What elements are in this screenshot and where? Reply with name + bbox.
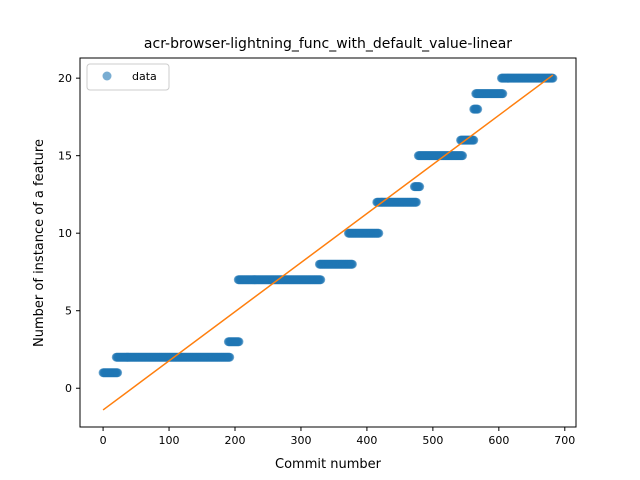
y-tick-label: 20 (58, 72, 72, 85)
x-tick-label: 700 (554, 434, 575, 447)
data-point (415, 182, 425, 192)
data-point (498, 89, 508, 99)
x-tick-label: 600 (488, 434, 509, 447)
x-axis-label: Commit number (275, 457, 382, 472)
y-tick-label: 10 (58, 227, 72, 240)
data-point (411, 197, 421, 207)
y-tick-label: 0 (65, 382, 72, 395)
legend-label-data: data (132, 70, 157, 83)
data-point (234, 337, 244, 347)
x-tick-label: 300 (290, 434, 311, 447)
data-point (316, 275, 326, 285)
data-point (374, 228, 384, 238)
legend-box (86, 63, 170, 91)
x-tick-label: 0 (100, 434, 107, 447)
data-point (347, 259, 357, 269)
data-point (469, 135, 479, 145)
x-tick-label: 500 (422, 434, 443, 447)
x-tick-label: 200 (225, 434, 246, 447)
data-point (458, 151, 468, 161)
x-axis-ticks: 0 100 200 300 400 500 600 700 (100, 427, 575, 447)
y-tick-label: 15 (58, 150, 72, 163)
y-axis-ticks: 0 5 10 15 20 (58, 72, 80, 395)
axes-frame (79, 57, 577, 428)
legend-marker-data (102, 71, 112, 81)
fit-line-layer (102, 74, 554, 411)
x-tick-label: 100 (159, 434, 180, 447)
y-axis-label: Number of instance of a feature (32, 139, 47, 347)
chart-title: acr-browser-lightning_func_with_default_… (144, 36, 512, 52)
y-tick-label: 5 (65, 305, 72, 318)
data-point (113, 368, 123, 378)
plot-area (79, 57, 577, 428)
data-point (225, 352, 235, 362)
fit-line (102, 74, 554, 411)
legend: data (86, 63, 170, 91)
data-point (473, 104, 483, 114)
x-tick-label: 400 (356, 434, 377, 447)
